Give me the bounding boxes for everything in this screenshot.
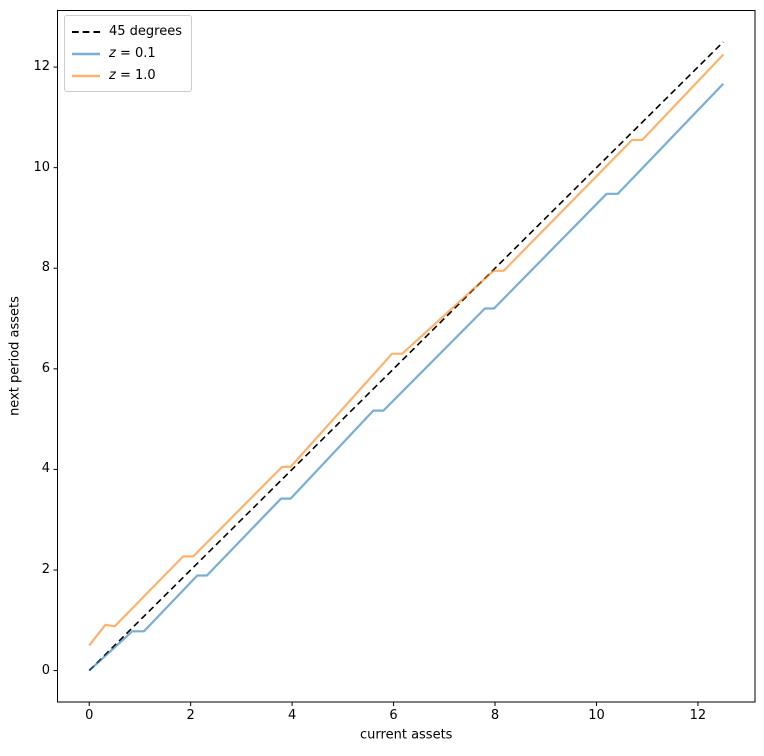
legend-item-label: z = 0.1 [109, 46, 156, 61]
legend-line-sample-icon [72, 74, 100, 77]
y-tick-label: 4 [41, 461, 50, 477]
axes-spines [57, 10, 756, 703]
y-tick-label: 2 [41, 561, 50, 577]
series-line-z-1-0 [88, 53, 725, 647]
legend-line-sample-icon [72, 52, 100, 55]
legend: 45 degrees z = 0.1 z = 1.0 [64, 15, 193, 92]
x-tick-label: 2 [186, 707, 195, 723]
x-tick-label: 8 [490, 707, 500, 723]
axis-ticks [53, 66, 699, 706]
legend-line-sample-icon [72, 30, 100, 33]
x-tick-label: 4 [287, 707, 297, 723]
legend-item: 45 degrees [72, 21, 182, 42]
series-lines [88, 41, 725, 672]
x-tick-label: 10 [588, 707, 605, 723]
x-tick-label: 0 [85, 707, 94, 723]
y-tick-label: 6 [41, 360, 50, 376]
y-tick-label: 10 [33, 159, 50, 175]
y-tick-label: 8 [41, 260, 50, 276]
legend-item: z = 1.0 [72, 65, 182, 86]
legend-item: z = 0.1 [72, 43, 182, 64]
y-axis-label: next period assets [7, 296, 23, 417]
series-line-45-degrees [88, 41, 724, 672]
legend-item-label: 45 degrees [109, 24, 183, 39]
x-tick-label: 12 [689, 707, 707, 723]
series-line-z-0-1 [88, 82, 725, 672]
y-tick-label: 12 [33, 59, 50, 75]
legend-item-label: z = 1.0 [109, 68, 156, 83]
x-tick-label: 6 [389, 707, 398, 723]
y-tick-label: 0 [41, 662, 50, 678]
x-axis-label: current assets [360, 727, 453, 743]
